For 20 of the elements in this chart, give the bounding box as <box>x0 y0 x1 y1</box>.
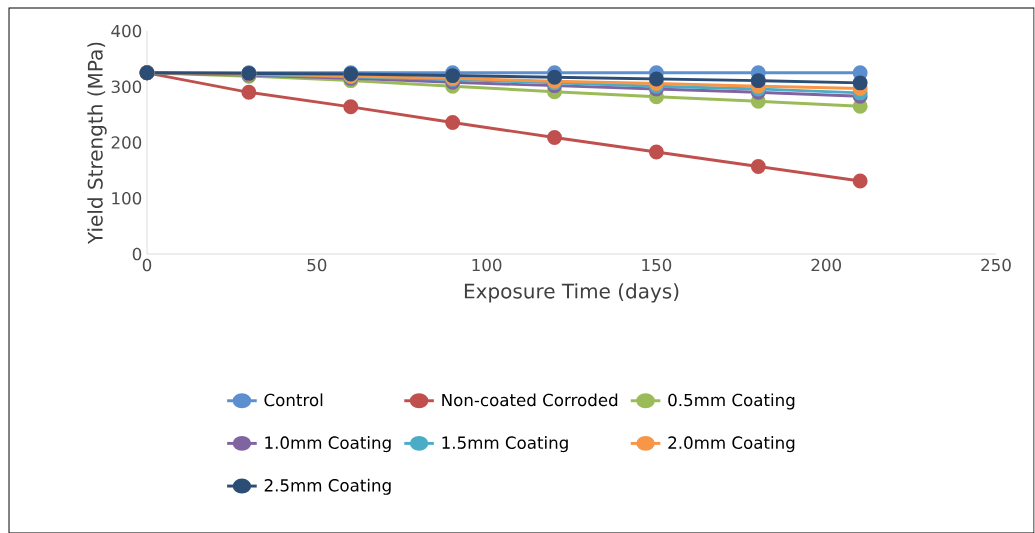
legend-label: Control <box>264 393 323 407</box>
x-tick-label: 0 <box>142 258 152 272</box>
y-tick-label: 400 <box>111 24 142 38</box>
legend-label: 2.5mm Coating <box>264 478 391 495</box>
y-tick-label: 300 <box>111 80 142 94</box>
x-tick-label: 100 <box>472 258 502 272</box>
x-tick-label: 150 <box>642 258 672 272</box>
legend-label: 1.5mm Coating <box>442 436 568 453</box>
x-axis-title: Exposure Time (days) <box>464 283 679 303</box>
y-tick-label: 0 <box>132 247 142 261</box>
x-tick-label: 250 <box>981 258 1011 272</box>
x-tick-label: 200 <box>811 258 841 272</box>
x-tick-label: 50 <box>307 258 327 272</box>
legend-label: 1.0mm Coating <box>265 436 391 453</box>
legend-label: 2.0mm Coating <box>668 436 795 453</box>
y-tick-label: 200 <box>111 136 142 149</box>
legend-label: Non-coated Corroded <box>442 393 618 407</box>
legend-label: 0.5mm Coating <box>668 393 795 410</box>
y-tick-label: 100 <box>112 191 142 205</box>
y-axis-title: Yield Strength (MPa) <box>87 42 107 245</box>
